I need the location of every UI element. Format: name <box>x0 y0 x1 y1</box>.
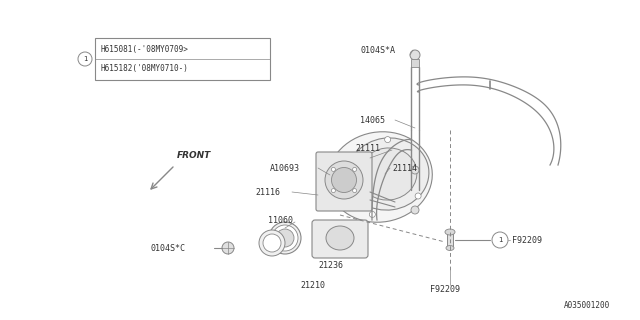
Bar <box>411 59 419 67</box>
Circle shape <box>492 232 508 248</box>
Circle shape <box>335 161 342 167</box>
FancyBboxPatch shape <box>312 220 368 258</box>
Text: 21114: 21114 <box>392 164 417 172</box>
Text: 21236: 21236 <box>318 260 343 269</box>
Circle shape <box>78 52 92 66</box>
Text: 21210: 21210 <box>300 281 325 290</box>
Ellipse shape <box>359 148 417 200</box>
Text: 0104S*A: 0104S*A <box>360 45 395 54</box>
Circle shape <box>411 166 419 174</box>
Ellipse shape <box>328 132 432 222</box>
Ellipse shape <box>272 225 298 251</box>
Circle shape <box>353 188 356 193</box>
Ellipse shape <box>325 161 363 199</box>
Text: 21111: 21111 <box>355 143 380 153</box>
Bar <box>95 38 270 80</box>
Ellipse shape <box>263 234 281 252</box>
Ellipse shape <box>446 245 454 251</box>
Ellipse shape <box>259 230 285 256</box>
Text: A10693: A10693 <box>270 164 300 172</box>
Circle shape <box>410 50 420 60</box>
FancyBboxPatch shape <box>316 152 372 211</box>
Circle shape <box>415 193 421 199</box>
Circle shape <box>332 167 335 172</box>
Text: 0104S*C: 0104S*C <box>150 244 185 252</box>
Text: FRONT: FRONT <box>177 151 211 160</box>
Text: 14065: 14065 <box>360 116 385 124</box>
Text: 1: 1 <box>498 237 502 243</box>
Text: H615081(-'08MY0709>: H615081(-'08MY0709> <box>100 45 188 54</box>
Ellipse shape <box>332 167 356 193</box>
Ellipse shape <box>276 229 294 247</box>
Ellipse shape <box>347 138 429 210</box>
Ellipse shape <box>326 226 354 250</box>
Text: 21116: 21116 <box>255 188 280 196</box>
Text: H615182('08MY0710-): H615182('08MY0710-) <box>100 64 188 73</box>
Circle shape <box>222 242 234 254</box>
Bar <box>447 232 453 248</box>
Circle shape <box>385 137 390 143</box>
Circle shape <box>353 167 356 172</box>
Text: 11060: 11060 <box>268 215 293 225</box>
Ellipse shape <box>445 229 455 235</box>
Ellipse shape <box>269 222 301 254</box>
Text: A035001200: A035001200 <box>564 301 610 310</box>
Text: 1: 1 <box>83 56 87 62</box>
Circle shape <box>332 188 335 193</box>
Circle shape <box>411 206 419 214</box>
Text: F92209: F92209 <box>430 285 460 294</box>
Text: F92209: F92209 <box>512 236 542 244</box>
Circle shape <box>369 212 375 217</box>
